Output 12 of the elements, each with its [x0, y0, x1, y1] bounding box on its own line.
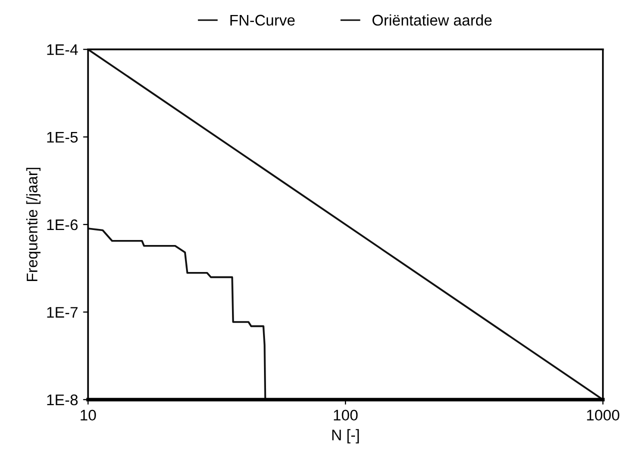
- y-tick-label: 1E-7: [47, 307, 78, 318]
- y-tick-label: 1E-8: [47, 394, 78, 406]
- x-tick-label: 100: [334, 410, 358, 421]
- y-tick-label: 1E-6: [47, 219, 78, 230]
- x-tick-label: 1000: [587, 410, 620, 421]
- legend-label: FN-Curve: [230, 14, 295, 26]
- x-tick-label: 10: [80, 410, 96, 421]
- y-axis-title: Frequentie [/jaar]: [26, 168, 40, 281]
- y-tick-label: 1E-4: [47, 44, 78, 55]
- legend-label: Oriëntatiew aarde: [372, 14, 492, 26]
- y-tick-label: 1E-5: [47, 132, 78, 143]
- x-axis-title: N [-]: [332, 429, 359, 444]
